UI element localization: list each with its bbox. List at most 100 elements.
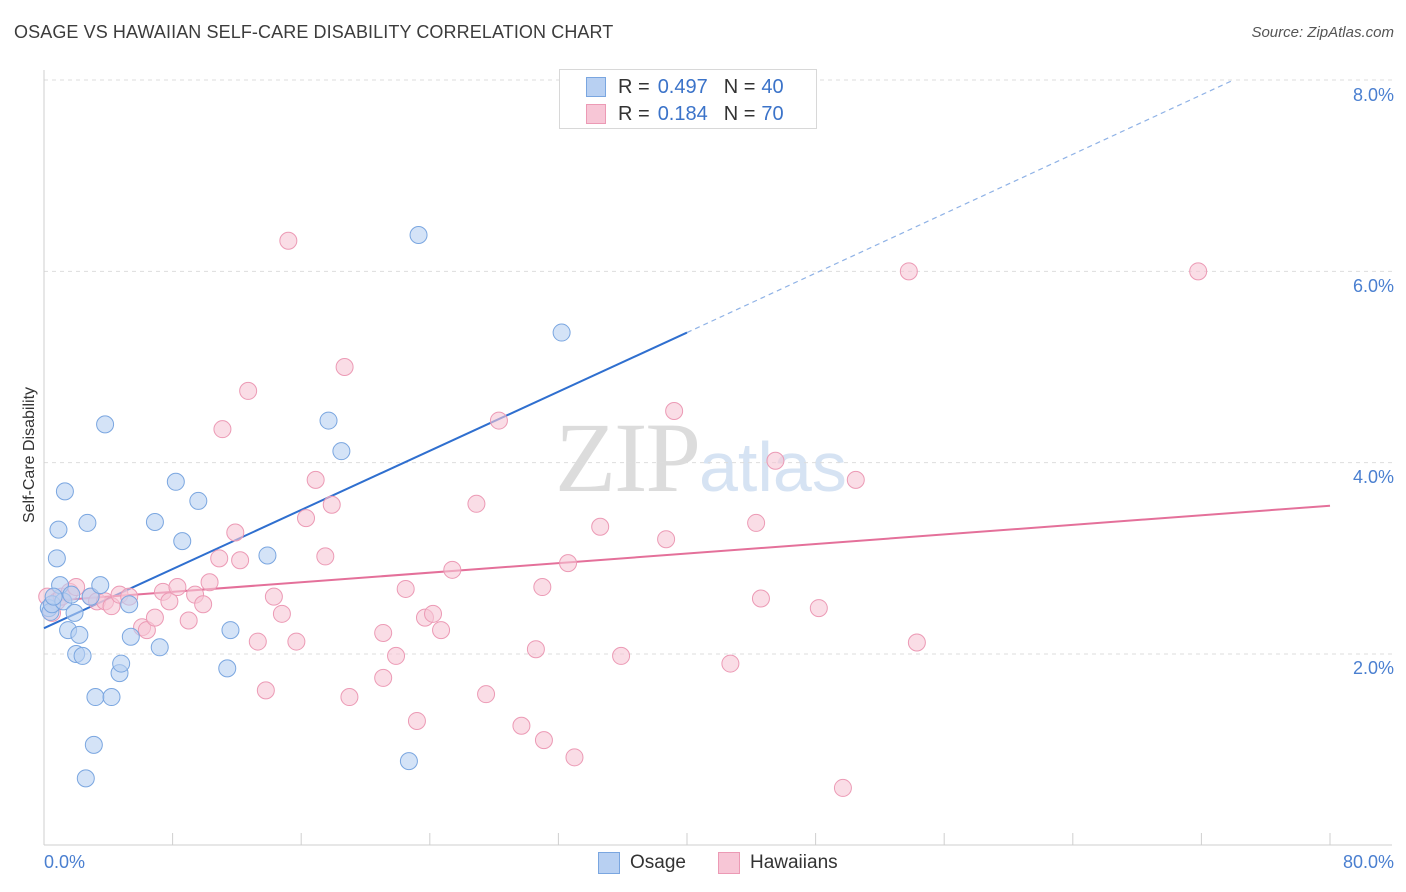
r-value: 0.184 xyxy=(657,102,708,125)
hawaiians-point xyxy=(256,681,275,700)
hawaiians-point xyxy=(396,579,415,598)
hawaiians-point xyxy=(335,358,354,376)
hawaiians-point xyxy=(213,420,232,439)
x-tick-label-max: 80.0% xyxy=(1342,852,1394,872)
osage-swatch xyxy=(586,77,606,97)
hawaiians-trend-line xyxy=(43,504,1331,603)
hawaiians-point xyxy=(751,589,770,608)
hawaiians-point xyxy=(200,573,219,592)
hawaiians-swatch xyxy=(586,104,606,124)
trend-lines xyxy=(43,79,1331,630)
osage-point xyxy=(96,415,115,434)
osage-point xyxy=(91,576,110,595)
hawaiians-point xyxy=(168,578,187,597)
hawaiians-point xyxy=(272,604,291,623)
r-label: R = xyxy=(618,75,650,98)
hawaiians-point xyxy=(374,668,393,687)
hawaiians-point xyxy=(809,599,828,618)
hawaiians-point xyxy=(210,549,229,568)
hawaiians-point xyxy=(424,604,443,623)
watermark-zip: ZIP xyxy=(555,402,701,513)
hawaiians-point xyxy=(846,470,865,489)
chart-title: OSAGE VS HAWAIIAN SELF-CARE DISABILITY C… xyxy=(14,22,614,42)
hawaiians-point xyxy=(665,402,684,421)
series-legend: Osage Hawaiians xyxy=(598,852,870,874)
hawaiians-point xyxy=(1189,262,1208,281)
hawaiians-point xyxy=(340,688,359,707)
osage-point xyxy=(102,688,121,707)
hawaiians-point xyxy=(316,547,335,566)
n-label: N = xyxy=(723,75,756,98)
osage-point xyxy=(55,482,74,501)
axes xyxy=(43,70,1392,846)
hawaiians-point xyxy=(407,711,426,730)
hawaiians-point xyxy=(534,731,553,750)
hawaiians-swatch xyxy=(717,852,740,874)
osage-point xyxy=(73,646,92,665)
osage-point xyxy=(70,625,89,644)
legend-label: Hawaiians xyxy=(749,852,838,873)
legend-label: Osage xyxy=(630,852,686,873)
osage-point xyxy=(62,585,81,604)
hawaiians-point xyxy=(477,685,496,704)
n-value: 70 xyxy=(761,102,784,125)
hawaiians-point xyxy=(833,778,852,797)
grid-lines xyxy=(44,79,1392,655)
y-tick-label: 2.0% xyxy=(1352,658,1394,678)
hawaiians-point xyxy=(145,608,164,627)
x-tick-label-min: 0.0% xyxy=(44,852,86,872)
osage-point xyxy=(173,532,192,551)
osage-point xyxy=(409,225,428,244)
osage-point xyxy=(84,735,103,754)
n-value: 40 xyxy=(761,75,784,98)
osage-point xyxy=(120,595,139,614)
osage-point xyxy=(112,654,131,673)
osage-point xyxy=(121,627,140,646)
hawaiians-point xyxy=(591,517,610,536)
hawaiians-point xyxy=(194,595,213,614)
hawaiians-point xyxy=(287,632,306,651)
hawaiians-point xyxy=(231,551,250,570)
r-value: 0.497 xyxy=(657,75,708,98)
hawaiians-point xyxy=(443,560,462,579)
hawaiians-point xyxy=(297,509,316,528)
hawaiians-point xyxy=(489,411,508,430)
hawaiians-point xyxy=(239,381,258,400)
osage-point xyxy=(65,603,84,622)
osage-point xyxy=(150,638,169,657)
hawaiians-point xyxy=(387,646,406,665)
legend-item-hawaiians[interactable]: Hawaiians xyxy=(717,852,838,874)
hawaiians-point xyxy=(374,623,393,642)
osage-point xyxy=(166,472,185,491)
osage-point xyxy=(76,769,95,788)
legend-item-osage[interactable]: Osage xyxy=(598,852,686,874)
osage-trend-line xyxy=(43,331,688,630)
osage-point xyxy=(78,513,97,532)
osage-point xyxy=(189,491,208,510)
y-axis-label: Self-Care Disability xyxy=(21,386,38,524)
osage-point xyxy=(47,549,66,568)
hawaiians-point xyxy=(306,470,325,489)
legend-row-osage: R = 0.497 N = 40 xyxy=(586,75,784,99)
hawaiians-point xyxy=(657,530,676,549)
hawaiians-point xyxy=(533,578,552,597)
hawaiians-point xyxy=(899,262,918,281)
osage-point xyxy=(44,587,63,606)
legend-row-hawaiians: R = 0.184 N = 70 xyxy=(586,102,784,126)
source-label[interactable]: Source: ZipAtlas.com xyxy=(1251,24,1394,41)
hawaiians-point xyxy=(322,495,341,514)
hawaiians-point xyxy=(512,716,531,735)
osage-point xyxy=(258,546,277,565)
data-points xyxy=(38,225,1208,797)
osage-swatch xyxy=(598,852,620,874)
hawaiians-point xyxy=(264,587,283,606)
hawaiians-point xyxy=(612,646,631,665)
hawaiians-point xyxy=(526,640,545,659)
osage-point xyxy=(81,587,100,606)
hawaiians-point xyxy=(226,523,245,542)
hawaiians-point xyxy=(279,231,298,250)
y-tick-label: 4.0% xyxy=(1352,467,1394,487)
hawaiians-point xyxy=(432,621,451,640)
osage-point xyxy=(145,512,164,531)
osage-trend-extension xyxy=(686,79,1234,334)
